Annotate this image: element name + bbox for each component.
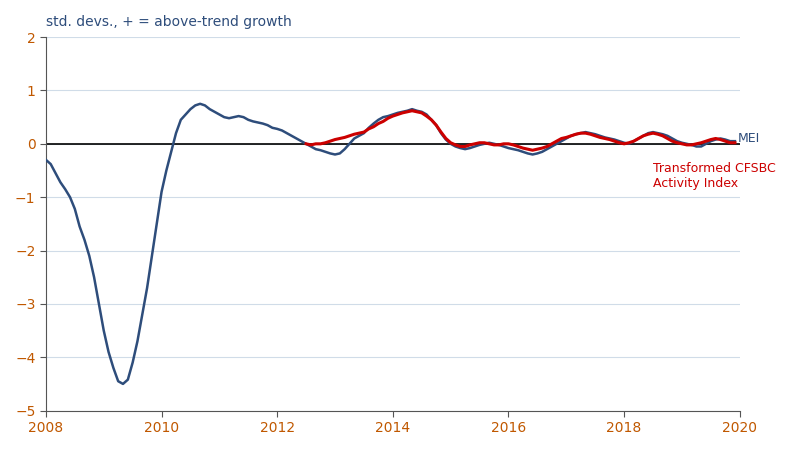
Text: MEI: MEI bbox=[738, 132, 760, 145]
Text: Transformed CFSBC
Activity Index: Transformed CFSBC Activity Index bbox=[653, 162, 776, 190]
Text: std. devs., + = above-trend growth: std. devs., + = above-trend growth bbox=[46, 15, 292, 29]
